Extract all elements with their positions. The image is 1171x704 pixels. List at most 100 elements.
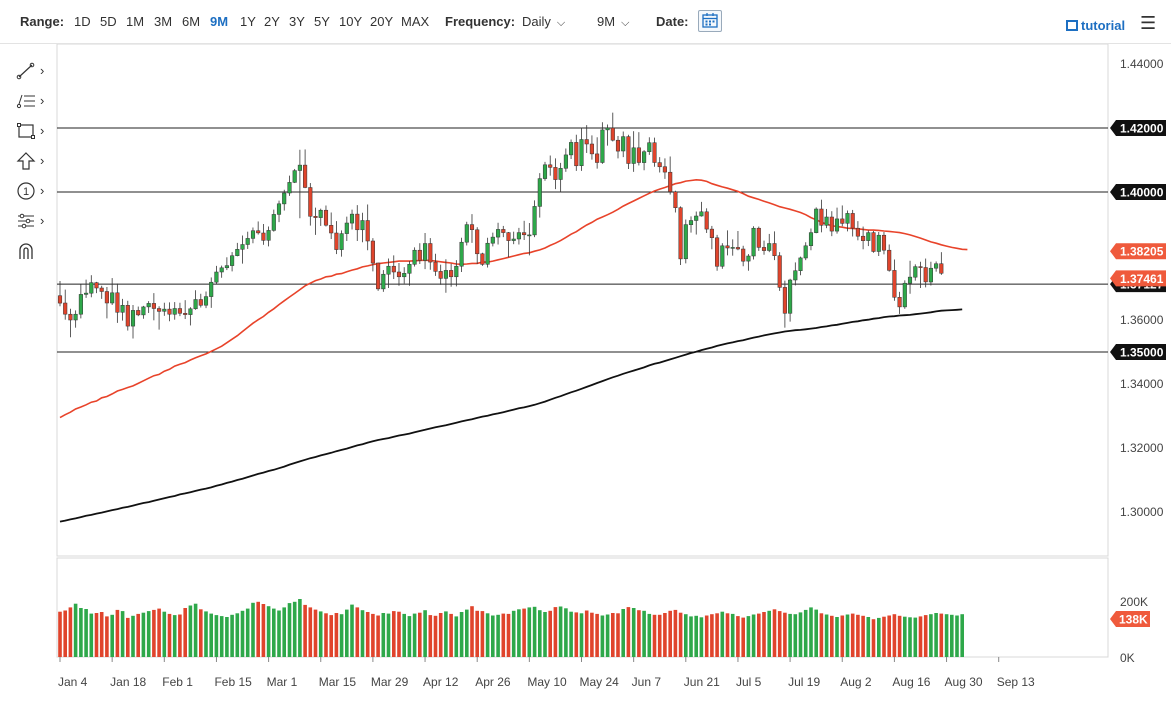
range-1d[interactable]: 1D — [74, 14, 91, 29]
candlestick[interactable] — [621, 131, 626, 158]
magnet-icon[interactable] — [16, 241, 50, 263]
range-3m[interactable]: 3M — [154, 14, 173, 29]
candlestick[interactable] — [480, 252, 485, 266]
candlestick[interactable] — [282, 189, 287, 211]
candlestick[interactable] — [725, 230, 730, 256]
candlestick[interactable] — [892, 259, 897, 301]
candlestick[interactable] — [287, 175, 292, 196]
candlestick[interactable] — [177, 302, 182, 317]
candlestick[interactable] — [303, 149, 308, 189]
candlestick[interactable] — [741, 245, 746, 267]
candlestick[interactable] — [699, 201, 704, 217]
candlestick[interactable] — [256, 221, 261, 235]
rectangle-tool-icon[interactable]: › — [16, 121, 50, 143]
candlestick[interactable] — [688, 216, 694, 233]
candlestick[interactable] — [245, 231, 250, 249]
candlestick[interactable] — [490, 232, 495, 247]
candlestick[interactable] — [923, 258, 928, 288]
candlestick[interactable] — [829, 211, 834, 237]
candlestick[interactable] — [720, 243, 725, 269]
range-10y[interactable]: 10Y — [339, 14, 363, 29]
candlestick[interactable] — [428, 238, 433, 270]
candlestick[interactable] — [339, 230, 344, 257]
candlestick[interactable] — [496, 222, 501, 245]
candlestick[interactable] — [454, 260, 459, 287]
candlestick[interactable] — [68, 308, 73, 338]
candlestick[interactable] — [694, 211, 699, 235]
line-tool-icon[interactable]: › — [16, 61, 50, 83]
candlestick[interactable] — [110, 278, 115, 305]
candlestick[interactable] — [57, 280, 63, 307]
candlestick[interactable] — [125, 300, 130, 331]
candlestick[interactable] — [360, 212, 365, 243]
candlestick[interactable] — [522, 220, 527, 240]
candlestick[interactable] — [866, 230, 871, 247]
candlestick[interactable] — [130, 304, 136, 339]
candlestick[interactable] — [501, 225, 506, 238]
candlestick[interactable] — [907, 260, 913, 294]
range-1y[interactable]: 1Y — [240, 14, 256, 29]
candlestick[interactable] — [313, 207, 318, 235]
candlestick[interactable] — [600, 122, 605, 164]
candlestick[interactable] — [475, 227, 480, 264]
candlestick[interactable] — [443, 259, 448, 293]
indicator-tool-icon[interactable]: › — [16, 211, 50, 233]
candlestick[interactable] — [803, 242, 808, 261]
candlestick[interactable] — [240, 235, 245, 264]
candlestick[interactable] — [376, 262, 381, 291]
arrow-up-tool-icon[interactable]: › — [16, 151, 50, 173]
candlestick[interactable] — [542, 161, 548, 181]
calendar-icon[interactable] — [698, 10, 722, 32]
candlestick[interactable] — [767, 233, 772, 253]
candlestick[interactable] — [558, 162, 563, 193]
price-chart[interactable]: 1.44000 1.36000 1.34000 1.32000 1.30000 1.420… — [0, 44, 1171, 704]
candlestick[interactable] — [668, 156, 673, 195]
candlestick[interactable] — [678, 206, 683, 265]
candlestick[interactable] — [824, 208, 829, 229]
candlestick[interactable] — [626, 134, 631, 169]
annotation-tool-icon[interactable]: 1 › — [16, 181, 50, 203]
candlestick[interactable] — [751, 226, 756, 260]
candlestick[interactable] — [104, 287, 109, 319]
hamburger-menu-icon[interactable]: ☰ — [1140, 13, 1157, 33]
candlestick[interactable] — [537, 173, 542, 218]
candlestick[interactable] — [412, 247, 417, 267]
candlestick[interactable] — [334, 221, 339, 255]
range-20y[interactable]: 20Y — [370, 14, 394, 29]
candlestick[interactable] — [235, 242, 240, 257]
frequency-select[interactable]: Daily ⌵ — [522, 14, 565, 31]
candlestick[interactable] — [553, 158, 558, 190]
range-3y[interactable]: 3Y — [289, 14, 305, 29]
candlestick[interactable] — [876, 232, 881, 256]
candlestick[interactable] — [715, 234, 720, 271]
candlestick[interactable] — [370, 238, 375, 272]
candlestick[interactable] — [730, 239, 735, 256]
candlestick[interactable] — [704, 208, 709, 233]
candlestick[interactable] — [193, 290, 198, 310]
candlestick[interactable] — [683, 219, 688, 264]
candlestick[interactable] — [569, 139, 574, 160]
candlestick[interactable] — [506, 232, 511, 258]
candlestick[interactable] — [84, 279, 89, 298]
candlestick[interactable] — [652, 137, 657, 167]
candlestick[interactable] — [761, 240, 767, 255]
candlestick[interactable] — [636, 132, 641, 166]
candlestick[interactable] — [532, 200, 537, 238]
candlestick[interactable] — [344, 216, 349, 241]
candlestick[interactable] — [417, 243, 422, 264]
candlestick[interactable] — [595, 137, 600, 169]
candlestick[interactable] — [157, 306, 162, 330]
candlestick[interactable] — [224, 257, 229, 271]
candlestick[interactable] — [615, 136, 621, 159]
candlestick[interactable] — [610, 112, 615, 142]
candlestick[interactable] — [120, 298, 125, 321]
candlestick[interactable] — [579, 127, 584, 171]
candlestick[interactable] — [485, 237, 490, 268]
candlestick[interactable] — [261, 224, 266, 245]
candlestick[interactable] — [897, 291, 902, 314]
candlestick[interactable] — [735, 231, 740, 251]
candlestick[interactable] — [464, 221, 469, 246]
candlestick[interactable] — [642, 150, 647, 171]
candlestick[interactable] — [214, 265, 219, 284]
candlestick[interactable] — [934, 261, 939, 272]
